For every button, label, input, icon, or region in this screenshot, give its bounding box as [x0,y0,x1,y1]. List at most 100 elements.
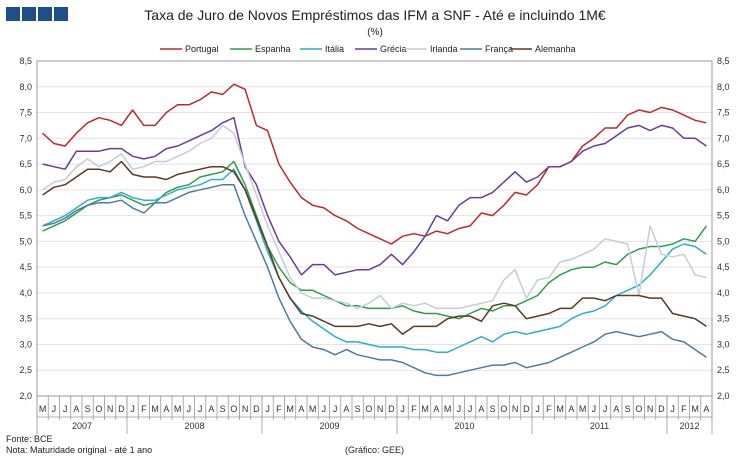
y-tick-label-left: 7,0 [19,133,32,143]
month-label: M [421,404,429,414]
y-tick-label-left: 2,0 [19,391,32,401]
month-label: J [468,404,473,414]
month-label: N [377,404,384,414]
month-label: A [73,404,79,414]
y-tick-label-right: 2,5 [717,365,730,375]
logo-block-1 [6,7,20,21]
y-tick-label-left: 6,0 [19,185,32,195]
month-label: M [556,404,564,414]
month-label: J [198,404,203,414]
month-label: A [343,404,349,414]
series-line-alemanha [42,160,707,335]
month-label: N [107,404,114,414]
month-label: F [546,404,552,414]
month-label: J [187,404,192,414]
month-label: M [691,404,699,414]
month-label: S [355,404,361,414]
month-label: O [95,404,102,414]
y-tick-label-left: 4,0 [19,288,32,298]
month-label: A [163,404,169,414]
year-label: 2009 [319,421,339,431]
month-label: D [388,404,395,414]
legend-label: Irlanda [430,44,458,54]
month-label: F [276,404,282,414]
month-label: M [579,404,587,414]
month-label: F [681,404,687,414]
y-tick-label-right: 4,5 [717,262,730,272]
month-label: J [322,404,327,414]
y-tick-label-left: 2,5 [19,365,32,375]
y-tick-label-left: 4,5 [19,262,32,272]
y-tick-label-right: 6,5 [717,159,730,169]
month-label: O [230,404,237,414]
month-label: M [444,404,452,414]
logo-block-3 [38,7,52,21]
series-line-grécia [42,116,707,276]
month-label: J [265,404,270,414]
month-label: J [592,404,597,414]
month-label: F [411,404,417,414]
month-label: J [457,404,462,414]
legend-label: Portugal [185,44,219,54]
y-tick-label-right: 8,5 [717,56,730,66]
series-line-itália [42,168,707,353]
y-tick-label-right: 5,5 [717,211,730,221]
year-label: 2007 [72,421,92,431]
month-label: D [523,404,530,414]
year-label: 2008 [184,421,204,431]
credit-label: (Gráfico: GEE) [345,445,405,455]
chart-title: Taxa de Juro de Novos Empréstimos das IF… [144,7,606,23]
month-label: S [85,404,91,414]
month-label: A [568,404,574,414]
month-label: D [253,404,260,414]
series-line-espanha [42,160,708,320]
month-label: J [535,404,540,414]
y-tick-label-left: 5,0 [19,236,32,246]
y-tick-label-right: 5,0 [717,236,730,246]
month-label: O [365,404,372,414]
legend-label: Grécia [380,44,407,54]
legend-label: Alemanha [535,44,576,54]
y-tick-label-left: 7,5 [19,108,32,118]
month-label: O [635,404,642,414]
month-label: S [490,404,496,414]
year-label: 2012 [679,421,699,431]
y-tick-label-right: 2,0 [717,391,730,401]
month-label: S [625,404,631,414]
y-tick-label-left: 3,0 [19,339,32,349]
month-label: D [118,404,125,414]
month-label: A [208,404,214,414]
month-label: M [309,404,317,414]
month-label: M [39,404,47,414]
month-label: N [512,404,519,414]
month-label: N [242,404,249,414]
chart-subtitle: (%) [367,27,383,38]
month-label: M [174,404,182,414]
month-label: J [130,404,135,414]
legend-label: Itália [325,44,344,54]
y-tick-label-right: 4,0 [717,288,730,298]
y-tick-label-right: 6,0 [717,185,730,195]
note-label: Nota: Maturidade original - até 1 ano [6,445,153,455]
month-label: A [478,404,484,414]
month-label: F [141,404,147,414]
y-tick-label-right: 3,0 [717,339,730,349]
month-label: A [433,404,439,414]
source-label: Fonte: BCE [6,434,53,444]
y-tick-label-right: 3,5 [717,314,730,324]
month-label: A [703,404,709,414]
legend-label: França [485,44,513,54]
month-label: M [151,404,159,414]
y-tick-label-left: 6,5 [19,159,32,169]
y-axis-left: 2,0 2,5 3,0 3,5 4,0 4,5 5,0 5,5 6,0 6,5 7,0 7,5 8,0 8… [19,56,32,401]
y-tick-label-right: 8,0 [717,82,730,92]
series-line-frança [42,183,707,377]
y-tick-label-right: 7,0 [717,133,730,143]
y-tick-label-right: 7,5 [717,108,730,118]
y-axis-right: 2,0 2,5 3,0 3,5 4,0 4,5 5,0 5,5 6,0 6,5 7,0 7,5 8,0 8… [717,56,730,401]
y-tick-label-left: 8,5 [19,56,32,66]
month-label: A [613,404,619,414]
series-layer [42,83,708,377]
year-label: 2010 [454,421,474,431]
